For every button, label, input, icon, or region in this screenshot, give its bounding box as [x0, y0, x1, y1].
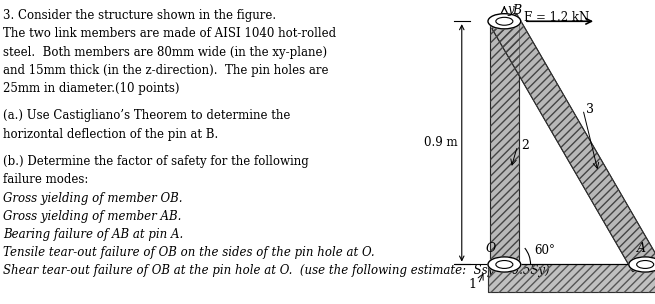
Text: and 15mm thick (in the z-direction).  The pin holes are: and 15mm thick (in the z-direction). The… — [3, 64, 329, 77]
Polygon shape — [490, 21, 519, 264]
Text: failure modes:: failure modes: — [3, 173, 88, 186]
Text: y: y — [508, 3, 514, 16]
Text: Gross yielding of member AB.: Gross yielding of member AB. — [3, 210, 181, 223]
Bar — [488, 264, 655, 292]
Text: B: B — [512, 4, 521, 17]
Text: The two link members are made of AISI 1040 hot-rolled: The two link members are made of AISI 10… — [3, 27, 337, 40]
Circle shape — [488, 257, 521, 272]
Text: O: O — [485, 242, 496, 255]
Bar — [488, 264, 655, 292]
Text: (b.) Determine the factor of safety for the following: (b.) Determine the factor of safety for … — [3, 155, 309, 168]
Text: 60°: 60° — [534, 244, 555, 257]
Text: 2: 2 — [521, 140, 529, 152]
Text: 1: 1 — [469, 278, 477, 291]
Text: horizontal deflection of the pin at B.: horizontal deflection of the pin at B. — [3, 128, 219, 141]
Circle shape — [629, 257, 655, 272]
Circle shape — [488, 14, 521, 29]
Polygon shape — [492, 14, 655, 272]
Text: Gross yielding of member OB.: Gross yielding of member OB. — [3, 192, 183, 205]
Text: 3. Consider the structure shown in the figure.: 3. Consider the structure shown in the f… — [3, 9, 276, 22]
Text: steel.  Both members are 80mm wide (in the xy-plane): steel. Both members are 80mm wide (in th… — [3, 46, 328, 59]
Text: (a.) Use Castigliano’s Theorem to determine the: (a.) Use Castigliano’s Theorem to determ… — [3, 109, 291, 123]
Text: Tensile tear-out failure of OB on the sides of the pin hole at O.: Tensile tear-out failure of OB on the si… — [3, 246, 375, 259]
Text: F = 1.2 kN: F = 1.2 kN — [524, 11, 590, 24]
Text: Bearing failure of AB at pin A.: Bearing failure of AB at pin A. — [3, 228, 183, 241]
Text: 25mm in diameter.(10 points): 25mm in diameter.(10 points) — [3, 82, 179, 95]
Text: Shear tear-out failure of OB at the pin hole at O.  (use the following estimate:: Shear tear-out failure of OB at the pin … — [3, 264, 550, 278]
Text: 0.9 m: 0.9 m — [424, 136, 457, 149]
Text: A: A — [637, 242, 646, 255]
Text: 3: 3 — [586, 103, 594, 116]
